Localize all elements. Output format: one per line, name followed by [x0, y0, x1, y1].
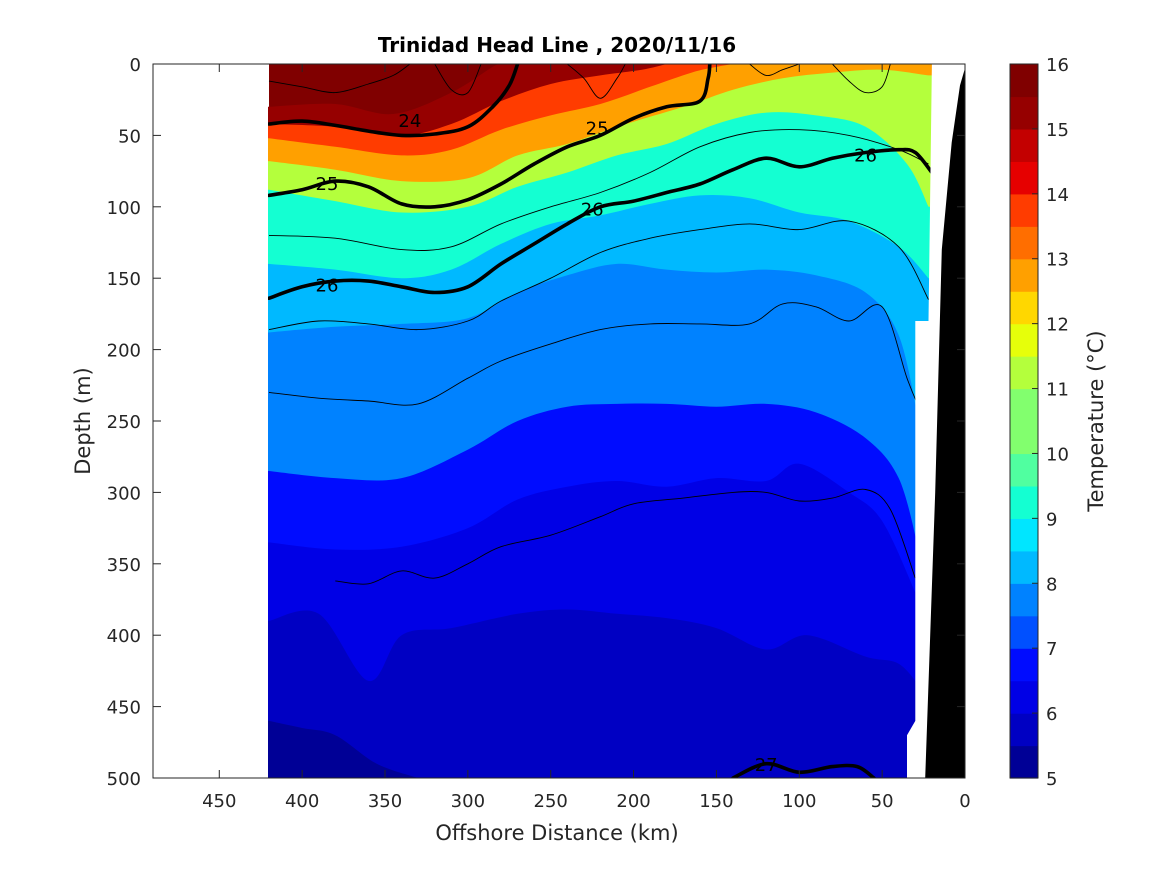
x-tick-label: 400	[285, 791, 319, 812]
colorbar-segment	[1010, 64, 1038, 98]
x-tick-label: 250	[534, 791, 568, 812]
thin-contour-line	[434, 64, 482, 96]
density-contours: 24 25 25 26 26 26 27	[268, 64, 934, 778]
density-contour-line	[268, 64, 712, 209]
x-tick-label: 450	[202, 791, 236, 812]
colorbar-tick-label: 9	[1046, 509, 1057, 530]
thin-contour-line	[268, 302, 920, 407]
colorbar-segment	[1010, 356, 1038, 390]
colorbar-segment	[1010, 193, 1038, 227]
colorbar-tick-label: 5	[1046, 769, 1057, 790]
colorbar-segment	[1010, 518, 1038, 552]
contour-label: 26	[581, 200, 604, 221]
y-tick-label: 250	[107, 412, 141, 433]
x-axis-label: Offshore Distance (km)	[435, 821, 678, 845]
thin-contour-line	[832, 64, 891, 94]
thin-contour-line	[268, 129, 929, 251]
colorbar-segment	[1010, 161, 1038, 195]
thin-contour-line	[268, 220, 929, 331]
chart-title: Trinidad Head Line , 2020/11/16	[378, 33, 736, 57]
y-tick-label: 500	[107, 769, 141, 790]
colorbar-segment	[1010, 323, 1038, 357]
colorbar-segment	[1010, 453, 1038, 487]
x-tick-label: 50	[871, 791, 894, 812]
colorbar-tick-label: 6	[1046, 704, 1057, 725]
contour-label: 25	[586, 118, 609, 139]
colorbar-tick-label: 16	[1046, 55, 1069, 76]
colorbar-tick-label: 7	[1046, 639, 1057, 660]
x-tick-label: 100	[782, 791, 816, 812]
colorbar-segment	[1010, 680, 1038, 714]
colorbar-segment	[1010, 291, 1038, 325]
density-contour-line	[268, 147, 934, 300]
density-contour-line	[268, 64, 520, 138]
colorbar-frame	[1009, 63, 1039, 779]
colorbar-segment	[1010, 583, 1038, 617]
colorbar-segment	[1010, 128, 1038, 162]
colorbar-segment	[1010, 615, 1038, 649]
fill-band	[268, 609, 965, 778]
colorbar-segment	[1010, 745, 1038, 779]
colorbar-tick-label: 14	[1046, 185, 1069, 206]
y-tick-label: 300	[107, 483, 141, 504]
y-tick-label: 400	[107, 626, 141, 647]
colorbar-segment	[1010, 96, 1038, 130]
colorbar-segment	[1010, 258, 1038, 292]
colorbar-tick-label: 12	[1046, 315, 1069, 336]
contour-label: 27	[755, 755, 778, 776]
y-tick-label: 50	[118, 126, 141, 147]
temperature-fill	[268, 64, 965, 778]
fill-band	[268, 720, 965, 778]
thin-contour-line	[335, 488, 916, 585]
colorbar-tick-label: 13	[1046, 250, 1069, 271]
colorbar-tick-label: 8	[1046, 574, 1057, 595]
y-tick-label: 100	[107, 198, 141, 219]
colorbar-segment	[1010, 388, 1038, 422]
x-tick-label: 300	[451, 791, 485, 812]
colorbar-segment	[1010, 713, 1038, 747]
x-tick-label: 350	[368, 791, 402, 812]
x-tick-label: 0	[959, 791, 970, 812]
plot-area: 24 25 25 26 26 26 27	[268, 64, 965, 778]
y-tick-label: 200	[107, 341, 141, 362]
x-tick-label: 200	[616, 791, 650, 812]
thin-contour-line	[749, 64, 800, 76]
colorbar-label: Temperature (°C)	[1084, 330, 1108, 512]
colorbar-tick-label: 10	[1046, 444, 1069, 465]
thin-contours	[268, 64, 929, 585]
contour-label: 24	[398, 111, 421, 132]
thin-contour-line	[268, 64, 411, 94]
colorbar-segment	[1010, 421, 1038, 455]
colorbar: 16 15 14 13 12 11 10 9 8 7 6 5	[1009, 55, 1069, 790]
y-tick-label: 150	[107, 269, 141, 290]
contour-label: 26	[316, 275, 339, 296]
colorbar-segment	[1010, 550, 1038, 584]
y-tick-label: 450	[107, 698, 141, 719]
colorbar-segment	[1010, 485, 1038, 519]
axes: 450 400 350 300 250 200 150 100 50 00501001502002…	[107, 55, 971, 812]
thin-contour-line	[567, 64, 626, 99]
colorbar-tick-label: 15	[1046, 120, 1069, 141]
y-tick-label: 0	[130, 55, 141, 76]
colorbar-tick-label: 11	[1046, 380, 1069, 401]
bathymetry	[925, 68, 965, 778]
colorbar-segment	[1010, 648, 1038, 682]
x-tick-label: 150	[699, 791, 733, 812]
y-tick-label: 350	[107, 555, 141, 576]
contour-label: 25	[316, 174, 339, 195]
colorbar-segment	[1010, 226, 1038, 260]
y-axis-label: Depth (m)	[71, 367, 95, 474]
density-contour-line	[731, 761, 876, 778]
contour-label: 26	[854, 145, 877, 166]
